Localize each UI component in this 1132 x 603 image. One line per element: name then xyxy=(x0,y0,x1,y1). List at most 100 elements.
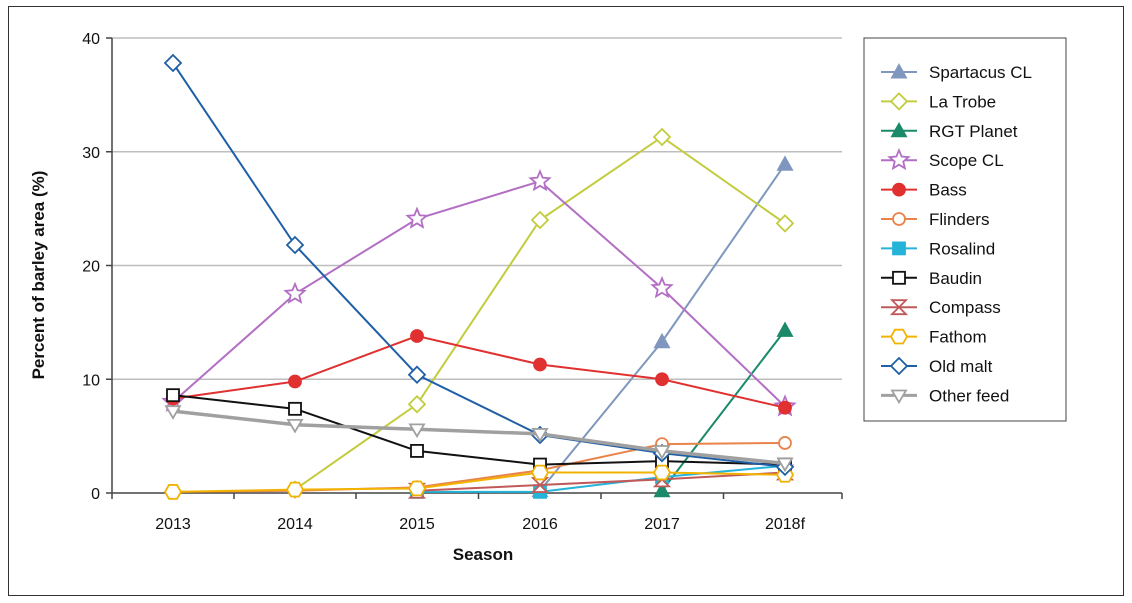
legend-label: Flinders xyxy=(929,210,989,229)
x-tick-labels: 2013 2014 2015 2016 2017 2018f xyxy=(111,493,843,533)
series-line-compass xyxy=(416,471,786,492)
series-rosalind xyxy=(410,458,792,499)
series-line-fathom xyxy=(172,471,786,493)
legend-marker-spartacus-cl xyxy=(890,63,908,79)
legend-item-compass: Compass xyxy=(881,298,1001,317)
x-tick-label: 2018f xyxy=(765,516,806,533)
data-point-fathom xyxy=(163,484,183,500)
y-tick-label: 0 xyxy=(91,486,100,503)
legend-item-baudin: Baudin xyxy=(881,269,982,288)
legend-marker-other-feed xyxy=(890,389,908,405)
legend-marker-fathom xyxy=(889,328,909,345)
x-tick-label: 2016 xyxy=(522,516,558,533)
data-point-rgt-planet xyxy=(776,321,794,337)
series-fathom xyxy=(163,464,795,500)
data-point-fathom xyxy=(407,480,427,497)
x-tick-label: 2015 xyxy=(399,516,435,533)
legend-marker-compass xyxy=(889,299,909,316)
series-scope-cl xyxy=(161,168,797,417)
x-axis-title: Season xyxy=(453,545,513,564)
legend-label: Fathom xyxy=(929,328,987,347)
y-tick-label: 20 xyxy=(82,259,100,276)
series-line-other-feed xyxy=(172,409,786,466)
legend-marker-rosalind xyxy=(892,241,906,256)
legend-label: Spartacus CL xyxy=(929,63,1032,82)
series-line-scope-cl xyxy=(172,180,786,408)
gridlines xyxy=(112,37,842,380)
y-tick-label: 10 xyxy=(82,372,100,389)
legend-item-scope-cl: Scope CL xyxy=(881,147,1004,171)
legend-label: Bass xyxy=(929,181,967,200)
data-point-fathom xyxy=(285,481,305,498)
data-point-baudin xyxy=(166,388,180,403)
data-point-scope-cl xyxy=(283,281,307,304)
legend-label: Rosalind xyxy=(929,239,995,258)
series-line-baudin xyxy=(172,394,786,466)
series-line-rgt-planet xyxy=(661,329,786,492)
series-other-feed xyxy=(164,405,794,473)
data-point-old-malt xyxy=(285,235,305,255)
data-point-spartacus-cl xyxy=(776,155,794,171)
data-point-other-feed xyxy=(408,423,426,439)
data-point-scope-cl xyxy=(405,206,429,229)
legend-item-other-feed: Other feed xyxy=(881,386,1009,405)
data-point-bass xyxy=(410,329,424,343)
data-point-baudin xyxy=(288,401,302,416)
data-point-bass xyxy=(655,372,669,387)
data-point-old-malt xyxy=(163,53,183,73)
data-point-scope-cl xyxy=(528,168,552,192)
legend-item-rosalind: Rosalind xyxy=(881,239,995,258)
data-point-la-trobe xyxy=(652,127,672,147)
legend-marker-baudin xyxy=(892,270,906,285)
data-point-other-feed xyxy=(531,428,549,443)
series-rgt-planet xyxy=(653,321,794,498)
data-point-spartacus-cl xyxy=(653,332,671,349)
series-line-bass xyxy=(172,334,786,409)
legend-item-bass: Bass xyxy=(881,181,967,200)
legend-label: Old malt xyxy=(929,357,993,376)
data-point-bass xyxy=(288,374,302,389)
legend-marker-scope-cl xyxy=(887,147,911,171)
data-point-fathom xyxy=(652,464,672,481)
legend-label: La Trobe xyxy=(929,92,996,111)
x-tick-label: 2017 xyxy=(644,516,680,533)
x-tick-label: 2014 xyxy=(277,516,313,533)
data-point-bass xyxy=(778,400,792,415)
series-layer xyxy=(161,53,797,500)
y-axis-title: Percent of barley area (%) xyxy=(29,171,48,380)
data-point-other-feed xyxy=(653,445,671,460)
legend-item-spartacus-cl: Spartacus CL xyxy=(881,63,1032,82)
y-tick-labels: 0 10 20 30 40 xyxy=(82,31,112,503)
legend-label: Other feed xyxy=(929,386,1009,405)
legend-marker-rgt-planet xyxy=(890,121,908,138)
legend-label: Compass xyxy=(929,298,1001,317)
series-line-rosalind xyxy=(417,464,786,493)
legend-label: RGT Planet xyxy=(929,122,1018,141)
legend-label: Baudin xyxy=(929,269,982,288)
legend-marker-la-trobe xyxy=(889,92,909,111)
legend-item-old-malt: Old malt xyxy=(881,356,993,376)
data-point-fathom xyxy=(530,464,550,481)
x-tick-label: 2013 xyxy=(155,516,191,533)
data-point-other-feed xyxy=(164,405,182,420)
data-point-rgt-planet xyxy=(653,481,671,498)
series-line-old-malt xyxy=(172,62,786,468)
data-point-bass xyxy=(533,357,547,372)
legend: Spartacus CL La Trobe RGT Planet Scope CL Ba… xyxy=(881,63,1032,405)
data-point-flinders xyxy=(778,436,792,450)
legend-item-la-trobe: La Trobe xyxy=(881,92,996,111)
data-point-old-malt xyxy=(407,365,427,384)
legend-marker-old-malt xyxy=(889,356,909,376)
legend-marker-flinders xyxy=(892,212,906,226)
legend-label: Scope CL xyxy=(929,151,1004,170)
data-point-other-feed xyxy=(286,418,304,434)
y-tick-label: 40 xyxy=(82,31,100,48)
data-point-la-trobe xyxy=(530,210,550,230)
series-bass xyxy=(166,329,792,415)
data-point-scope-cl xyxy=(650,275,674,299)
data-point-baudin xyxy=(410,444,424,458)
data-point-other-feed xyxy=(776,457,794,473)
y-tick-label: 30 xyxy=(82,145,100,162)
legend-marker-bass xyxy=(892,182,906,197)
